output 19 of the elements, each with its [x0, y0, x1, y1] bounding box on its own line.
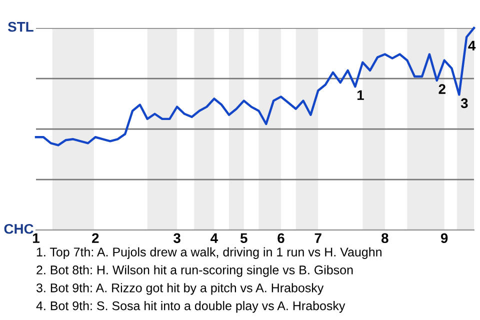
text: 2. Bot 8th: H. Wilson hit a run-scoring single vs B. Gibson	[36, 265, 353, 277]
x-tick-label: 9	[440, 233, 448, 244]
x-tick-label: 7	[314, 233, 322, 243]
annotation: 1	[357, 90, 364, 100]
x-tick-label: 1	[33, 233, 40, 243]
annotation: 2	[438, 84, 446, 94]
x-tick-label: 8	[381, 233, 388, 244]
x-tick-label: 4	[210, 233, 218, 243]
x-tick-label: 5	[240, 233, 248, 244]
annotation: 3	[460, 98, 468, 108]
x-tick-label: 6	[278, 233, 284, 244]
annotation: 4	[468, 40, 476, 50]
text: 1. Top 7th: A. Pujols drew a walk, driving in 1 run vs H. Vaughn	[36, 247, 382, 259]
text: 3. Bot 9th: A. Rizzo got hit by a pitch vs A. Hrabosky	[36, 283, 324, 295]
text: 4. Bot 9th: S. Sosa hit into a double play vs A. Hrabosky	[36, 301, 346, 313]
x-tick-label: 3	[174, 233, 180, 244]
x-tick-label: 2	[92, 233, 99, 243]
text: CHC	[4, 224, 34, 234]
text: STL	[8, 22, 34, 32]
